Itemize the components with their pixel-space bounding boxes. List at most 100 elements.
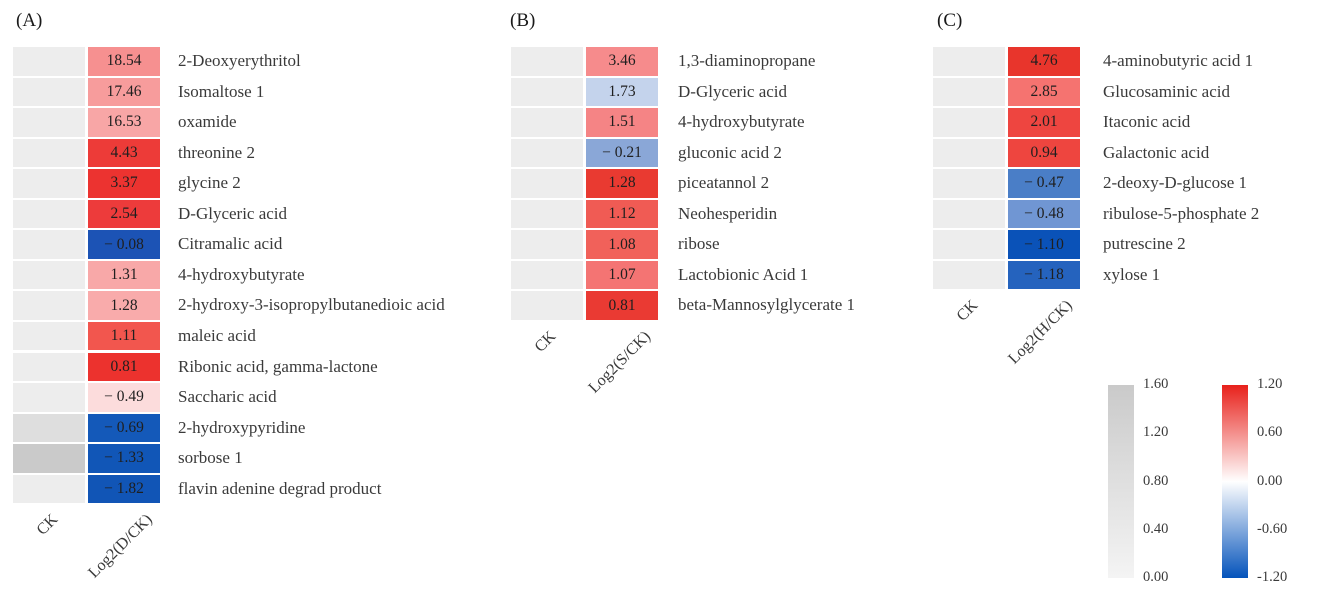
heatmap-cell-log2fc: 3.37 (88, 169, 160, 198)
heatmap-cell-ck (511, 169, 583, 198)
row-label: gluconic acid 2 (678, 142, 782, 162)
row-label: Saccharic acid (178, 387, 277, 407)
heatmap-cell-log2fc: 1.31 (88, 260, 160, 290)
row-label: piceatannol 2 (678, 173, 770, 193)
row-label: Citramalic acid (178, 234, 283, 254)
heatmap-cell-ck (511, 260, 583, 290)
heatmap-cell-log2fc: 17.46 (88, 77, 160, 107)
heatmap-cell-log2fc: − 0.48 (1008, 199, 1080, 229)
heatmap-cell-log2fc: − 0.08 (88, 230, 160, 259)
heatmap-cell-ck (933, 230, 1005, 259)
legend-tick-label: 0.00 (1143, 569, 1169, 585)
x-axis-label: Log2(D/CK) (85, 511, 157, 582)
heatmap-cell-ck (933, 108, 1005, 137)
heatmap-cell-log2fc: − 0.69 (88, 413, 160, 443)
heatmap-cell-log2fc: 0.81 (88, 352, 160, 381)
heatmap-cell-ck (933, 77, 1005, 107)
heatmap-cell-ck (933, 260, 1005, 290)
legend-tick-label: 0.80 (1143, 472, 1169, 489)
legend-tick-label: 1.20 (1257, 376, 1283, 392)
row-label: 2-hydroxy-3-isopropylbutanedioic acid (178, 295, 445, 315)
row-label: 4-hydroxybutyrate (178, 264, 305, 284)
heatmap-cell-log2fc: 2.54 (88, 199, 160, 229)
heatmap-cell-log2fc: 2.85 (1008, 77, 1080, 107)
row-label: 2-Deoxyerythritol (178, 51, 301, 70)
x-axis-label: Log2(S/CK) (585, 327, 655, 397)
heatmap-cell-log2fc: − 1.10 (1008, 230, 1080, 259)
row-label: ribose (678, 234, 720, 254)
legend-tick-label: 0.60 (1257, 424, 1283, 441)
heatmap-cell-log2fc: 16.53 (88, 108, 160, 137)
heatmap-cell-log2fc: 1.08 (586, 230, 658, 259)
panel-letter: (A) (16, 10, 43, 31)
heatmap-cell-log2fc: 4.43 (88, 138, 160, 168)
row-label: beta-Mannosylglycerate 1 (678, 295, 856, 315)
heatmap-cell-log2fc: 4.76 (1008, 47, 1080, 76)
heatmap-cell-log2fc: − 1.33 (88, 444, 160, 473)
legend-tick-label: 1.20 (1143, 424, 1169, 441)
row-label: flavin adenine degrad product (178, 478, 382, 498)
heatmap-cell-ck (13, 108, 85, 137)
heatmap-cell-log2fc: 1.73 (586, 77, 658, 107)
heatmap-cell-ck (13, 413, 85, 443)
legend-gradient-diverging (1222, 385, 1248, 578)
x-axis-label: CK (953, 297, 982, 326)
heatmap-cell-ck (511, 77, 583, 107)
row-label: ribulose-5-phosphate 2 (1103, 203, 1260, 223)
row-label: 2-deoxy-D-glucose 1 (1103, 173, 1247, 193)
heatmap-cell-ck (933, 169, 1005, 198)
row-label: 4-hydroxybutyrate (678, 112, 805, 132)
row-label: xylose 1 (1103, 264, 1161, 284)
heatmap-cell-ck (511, 230, 583, 259)
row-label: Itaconic acid (1103, 112, 1191, 132)
row-label: maleic acid (178, 325, 256, 345)
row-label: D-Glyceric acid (178, 203, 288, 223)
heatmap-cell-ck (13, 474, 85, 504)
legend-tick-label: 1.60 (1143, 376, 1169, 392)
heatmap-cell-log2fc: 2.01 (1008, 108, 1080, 137)
heatmap-cell-ck (13, 321, 85, 351)
row-label: Neohesperidin (678, 203, 778, 223)
heatmap-cell-ck (13, 77, 85, 107)
heatmap-cell-log2fc: 18.54 (88, 47, 160, 76)
heatmap-cell-log2fc: 0.81 (586, 291, 658, 320)
heatmap-cell-log2fc: 1.51 (586, 108, 658, 137)
heatmap-cell-ck (511, 138, 583, 168)
heatmap-cell-log2fc: − 0.21 (586, 138, 658, 168)
row-label: Glucosaminic acid (1103, 81, 1230, 101)
legend-tick-label: -1.20 (1257, 569, 1288, 585)
heatmap-cell-log2fc: − 1.82 (88, 474, 160, 504)
heatmap-cell-log2fc: − 0.47 (1008, 169, 1080, 198)
row-label: sorbose 1 (178, 448, 243, 468)
legend-tick-label: 0.40 (1143, 520, 1169, 537)
row-label: 2-hydroxypyridine (178, 417, 306, 437)
heatmap-cell-ck (13, 169, 85, 198)
panel-letter: (C) (937, 10, 963, 31)
heatmap-cell-ck (511, 199, 583, 229)
row-label: Galactonic acid (1103, 142, 1210, 162)
legend-tick-label: 0.00 (1257, 472, 1283, 489)
legend-tick-label: -0.60 (1257, 520, 1288, 537)
heatmap-cell-ck (13, 352, 85, 381)
heatmap-cell-ck (933, 138, 1005, 168)
row-label: Isomaltose 1 (178, 81, 265, 101)
row-label: 1,3-diaminopropane (678, 51, 816, 70)
row-label: putrescine 2 (1103, 234, 1186, 254)
row-label: glycine 2 (178, 173, 241, 193)
x-axis-label: CK (33, 511, 62, 539)
heatmap-cell-log2fc: 0.94 (1008, 138, 1080, 168)
heatmap-cell-ck (511, 47, 583, 76)
heatmap-cell-ck (933, 199, 1005, 229)
heatmap-cell-log2fc: 1.28 (586, 169, 658, 198)
x-axis-label: Log2(H/CK) (1005, 297, 1077, 368)
panel-letter: (B) (510, 10, 536, 31)
heatmap-cell-log2fc: 1.12 (586, 199, 658, 229)
heatmap-cell-log2fc: 3.46 (586, 47, 658, 76)
heatmap-cell-ck (933, 47, 1005, 76)
legend-gradient-gray (1108, 385, 1134, 578)
heatmap-cell-ck (13, 383, 85, 412)
heatmap-cell-log2fc: 1.11 (88, 321, 160, 351)
heatmap-cell-ck (13, 230, 85, 259)
heatmap-cell-log2fc: − 0.49 (88, 383, 160, 412)
